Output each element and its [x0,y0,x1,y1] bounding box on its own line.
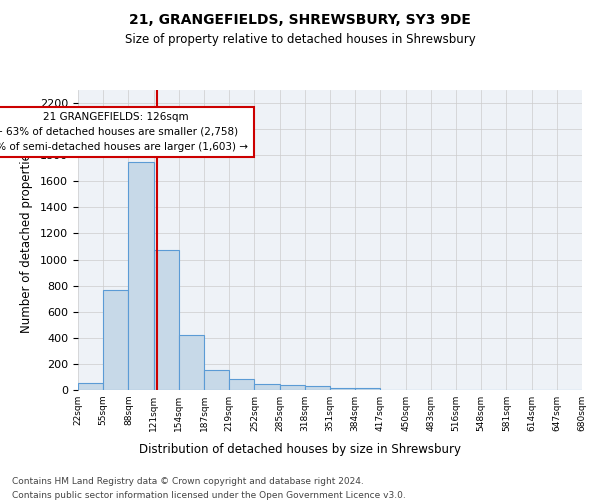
Bar [254,384,280,390]
Bar [280,386,305,390]
Text: Contains HM Land Registry data © Crown copyright and database right 2024.: Contains HM Land Registry data © Crown c… [12,478,364,486]
Text: Contains public sector information licensed under the Open Government Licence v3: Contains public sector information licen… [12,491,406,500]
Text: Size of property relative to detached houses in Shrewsbury: Size of property relative to detached ho… [125,32,475,46]
Text: 21 GRANGEFIELDS: 126sqm
← 63% of detached houses are smaller (2,758)
37% of semi: 21 GRANGEFIELDS: 126sqm ← 63% of detache… [0,112,248,152]
Bar [204,370,229,390]
Bar [355,388,380,390]
Bar [330,388,355,390]
Bar [103,290,128,390]
Text: 21, GRANGEFIELDS, SHREWSBURY, SY3 9DE: 21, GRANGEFIELDS, SHREWSBURY, SY3 9DE [129,12,471,26]
Bar [128,162,154,390]
Bar [305,386,330,390]
Text: Distribution of detached houses by size in Shrewsbury: Distribution of detached houses by size … [139,442,461,456]
Bar [154,250,179,390]
Y-axis label: Number of detached properties: Number of detached properties [20,147,33,333]
Bar [229,379,254,390]
Bar [179,335,204,390]
Bar [78,383,103,390]
